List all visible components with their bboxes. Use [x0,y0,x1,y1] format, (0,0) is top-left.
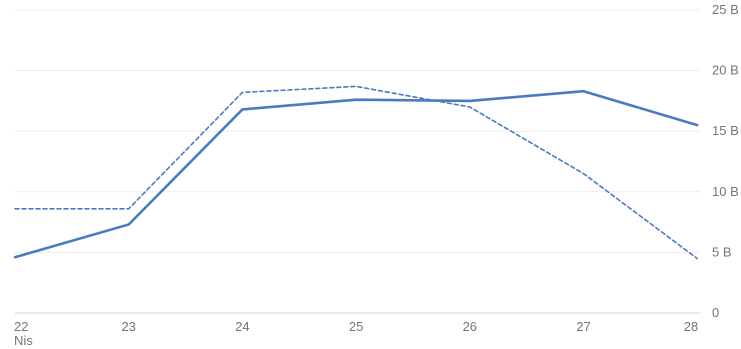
series-lines [13,85,699,260]
x-tick-label: 28 [684,319,698,334]
y-tick-label: 0 [712,305,719,320]
x-tick-label: 24 [235,319,249,334]
y-tick-label: 10 B [712,184,739,199]
x-tick-label: 27 [576,319,590,334]
y-tick-label: 25 B [712,2,739,17]
x-tick-label: 25 [349,319,363,334]
y-axis-ticks: 0 5 B 10 B 15 B 20 B 25 B [712,2,739,320]
series-line-dashed [14,85,699,260]
x-tick-label: 23 [121,319,135,334]
y-tick-label: 20 B [712,63,739,78]
series-line-solid [13,89,699,259]
x-tick-label: 26 [463,319,477,334]
x-tick-label: 22 [14,319,28,334]
y-tick-label: 15 B [712,123,739,138]
x-tick-sublabel: Nis [14,333,33,348]
gridlines [15,9,700,314]
y-tick-label: 5 B [712,244,732,259]
